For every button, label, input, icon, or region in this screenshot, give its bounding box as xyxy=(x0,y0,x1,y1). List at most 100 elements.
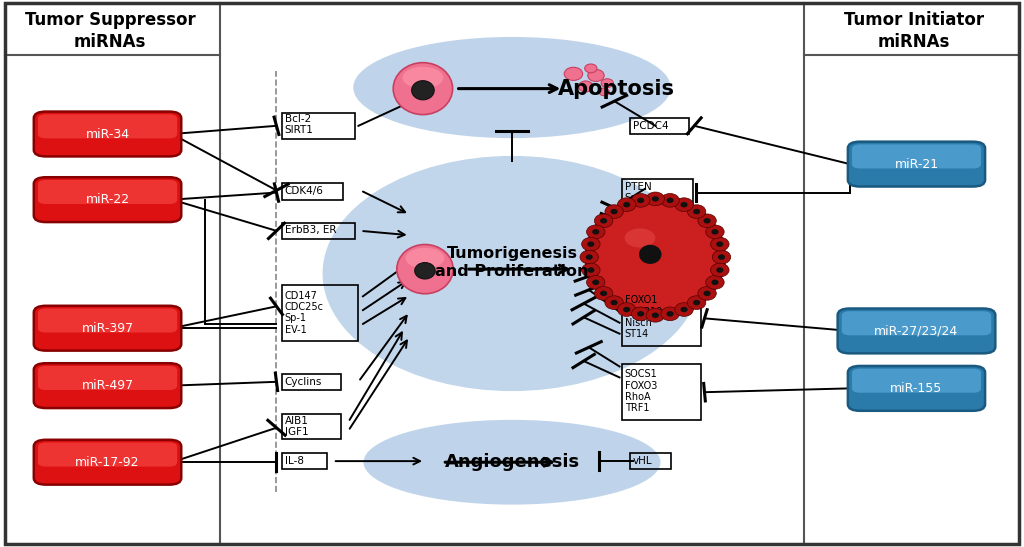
Ellipse shape xyxy=(415,263,435,279)
FancyBboxPatch shape xyxy=(852,144,981,168)
FancyBboxPatch shape xyxy=(848,142,985,187)
Ellipse shape xyxy=(713,251,731,264)
Text: miR-497: miR-497 xyxy=(82,379,133,392)
Ellipse shape xyxy=(675,302,693,316)
Ellipse shape xyxy=(632,194,650,207)
Ellipse shape xyxy=(625,229,655,247)
Ellipse shape xyxy=(703,290,711,296)
Ellipse shape xyxy=(652,196,659,202)
Ellipse shape xyxy=(353,37,671,138)
Ellipse shape xyxy=(586,196,725,318)
Text: IL-8: IL-8 xyxy=(285,456,304,466)
Bar xyxy=(282,374,341,390)
Ellipse shape xyxy=(693,209,700,214)
Ellipse shape xyxy=(660,194,679,207)
Ellipse shape xyxy=(587,276,605,289)
Ellipse shape xyxy=(396,245,453,294)
Text: miR-17-92: miR-17-92 xyxy=(76,456,139,469)
Ellipse shape xyxy=(406,248,444,269)
Ellipse shape xyxy=(600,218,607,224)
Ellipse shape xyxy=(646,192,665,206)
Ellipse shape xyxy=(703,218,711,224)
Ellipse shape xyxy=(393,63,453,115)
Bar xyxy=(622,179,693,206)
Ellipse shape xyxy=(592,229,599,235)
Ellipse shape xyxy=(667,311,674,317)
Ellipse shape xyxy=(667,197,674,203)
Ellipse shape xyxy=(718,254,725,260)
Ellipse shape xyxy=(698,214,717,228)
FancyBboxPatch shape xyxy=(34,112,181,156)
Ellipse shape xyxy=(582,237,600,251)
Bar xyxy=(282,223,355,239)
Text: ErbB3, ER: ErbB3, ER xyxy=(285,225,336,235)
Text: AIB1
IGF1: AIB1 IGF1 xyxy=(285,416,308,437)
Ellipse shape xyxy=(588,267,595,273)
Ellipse shape xyxy=(681,202,688,207)
Bar xyxy=(282,285,358,341)
Ellipse shape xyxy=(605,296,624,310)
FancyBboxPatch shape xyxy=(38,309,177,333)
Bar xyxy=(630,453,671,469)
Ellipse shape xyxy=(652,312,659,318)
Ellipse shape xyxy=(586,254,593,260)
Text: miR-27/23/24: miR-27/23/24 xyxy=(874,324,958,337)
Ellipse shape xyxy=(706,225,724,238)
Ellipse shape xyxy=(637,197,644,203)
Text: Bcl-2
SIRT1: Bcl-2 SIRT1 xyxy=(285,114,313,135)
Ellipse shape xyxy=(617,198,636,212)
Bar xyxy=(282,453,327,469)
Text: miR-155: miR-155 xyxy=(890,382,943,395)
Text: miR-34: miR-34 xyxy=(85,127,130,141)
Ellipse shape xyxy=(711,263,729,277)
Text: CD147
CDC25c
Sp-1
EV-1: CD147 CDC25c Sp-1 EV-1 xyxy=(285,291,324,335)
FancyBboxPatch shape xyxy=(34,363,181,408)
Ellipse shape xyxy=(594,287,612,300)
FancyBboxPatch shape xyxy=(852,369,981,393)
Ellipse shape xyxy=(588,241,595,247)
Ellipse shape xyxy=(585,64,597,73)
Ellipse shape xyxy=(687,205,706,218)
Ellipse shape xyxy=(711,237,729,251)
Ellipse shape xyxy=(637,311,644,317)
Text: Angiogenesis: Angiogenesis xyxy=(444,453,580,471)
Ellipse shape xyxy=(693,300,700,305)
Text: Tumor Initiator
miRNAs: Tumor Initiator miRNAs xyxy=(844,11,984,51)
Ellipse shape xyxy=(402,67,443,89)
Ellipse shape xyxy=(592,280,599,285)
Ellipse shape xyxy=(582,263,600,277)
Ellipse shape xyxy=(712,229,719,235)
Ellipse shape xyxy=(646,309,665,322)
Text: FOXO1
ZBTB10
Nisch
ST14: FOXO1 ZBTB10 Nisch ST14 xyxy=(625,295,663,339)
FancyBboxPatch shape xyxy=(38,443,177,467)
Text: vHL: vHL xyxy=(633,456,652,466)
Ellipse shape xyxy=(623,307,630,312)
Ellipse shape xyxy=(712,280,719,285)
Ellipse shape xyxy=(323,156,701,391)
Text: Apoptosis: Apoptosis xyxy=(558,79,675,98)
Bar xyxy=(282,113,355,139)
Ellipse shape xyxy=(660,307,679,321)
Text: PCDC4: PCDC4 xyxy=(633,121,669,131)
Text: PTEN
Smad7: PTEN Smad7 xyxy=(625,182,662,203)
Ellipse shape xyxy=(687,296,706,310)
Ellipse shape xyxy=(716,267,723,273)
Ellipse shape xyxy=(706,276,724,289)
FancyBboxPatch shape xyxy=(848,366,985,411)
Ellipse shape xyxy=(364,420,660,504)
Bar xyxy=(622,364,701,420)
Ellipse shape xyxy=(594,214,612,228)
Text: miR-22: miR-22 xyxy=(85,193,130,206)
Ellipse shape xyxy=(601,79,613,88)
Text: Tumor Suppressor
miRNAs: Tumor Suppressor miRNAs xyxy=(25,11,196,51)
Text: Tumorigenesis
and Proliferation: Tumorigenesis and Proliferation xyxy=(435,246,589,280)
Ellipse shape xyxy=(716,241,723,247)
FancyBboxPatch shape xyxy=(34,177,181,222)
Ellipse shape xyxy=(605,205,624,218)
Ellipse shape xyxy=(588,69,604,82)
Text: SOCS1
FOXO3
RhoA
TRF1: SOCS1 FOXO3 RhoA TRF1 xyxy=(625,369,657,413)
Bar xyxy=(282,183,343,200)
Ellipse shape xyxy=(617,302,636,316)
Ellipse shape xyxy=(580,251,598,264)
Ellipse shape xyxy=(587,225,605,238)
